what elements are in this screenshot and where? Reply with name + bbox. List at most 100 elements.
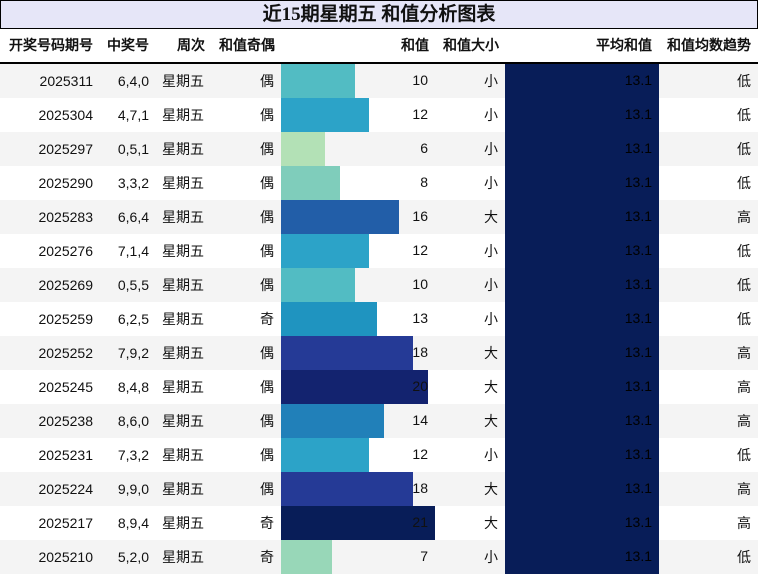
parity-cell: 偶 <box>212 132 281 166</box>
sum-cell: 14 <box>281 404 436 438</box>
size-cell: 小 <box>436 268 505 302</box>
average-cell: 13.1 <box>505 166 659 200</box>
week-cell: 星期五 <box>156 336 212 370</box>
parity-cell: 偶 <box>212 268 281 302</box>
parity-cell: 偶 <box>260 175 274 191</box>
week-cell: 星期五 <box>156 268 212 302</box>
sum-bar <box>281 234 370 268</box>
trend-cell: 低 <box>659 132 758 166</box>
sum-cell: 20 <box>281 370 436 404</box>
average-value: 13.1 <box>624 548 652 564</box>
sum-cell: 18 <box>281 472 436 506</box>
average-value: 13.1 <box>624 72 652 88</box>
table-row: 2025297 0,5,1 星期五 偶 6 小 13.1 低 <box>0 132 758 166</box>
sum-bar <box>281 438 370 472</box>
trend-cell: 低 <box>659 540 758 574</box>
issue-cell: 2025259 <box>38 311 93 327</box>
trend-cell: 低 <box>737 447 751 463</box>
size-cell: 小 <box>484 311 498 327</box>
issue-cell: 2025297 <box>0 132 100 166</box>
week-cell: 星期五 <box>162 447 204 463</box>
sum-bar <box>281 268 355 302</box>
average-cell: 13.1 <box>505 370 659 404</box>
numbers-cell: 7,3,2 <box>117 447 149 463</box>
sum-value: 10 <box>412 72 428 88</box>
sum-cell: 12 <box>281 98 436 132</box>
numbers-cell: 8,9,4 <box>117 515 149 531</box>
issue-cell: 2025304 <box>38 107 93 123</box>
average-value: 13.1 <box>624 378 652 394</box>
sum-bar <box>281 336 414 370</box>
size-cell: 大 <box>484 515 498 531</box>
sum-bar <box>281 64 355 98</box>
size-cell: 小 <box>484 243 498 259</box>
table-row: 2025245 8,4,8 星期五 偶 20 大 13.1 高 <box>0 370 758 404</box>
numbers-cell: 7,1,4 <box>117 243 149 259</box>
trend-cell: 低 <box>737 107 751 123</box>
week-cell: 星期五 <box>162 107 204 123</box>
parity-cell: 偶 <box>212 200 281 234</box>
trend-cell: 低 <box>659 268 758 302</box>
parity-cell: 偶 <box>260 243 274 259</box>
parity-cell: 偶 <box>260 447 274 463</box>
numbers-cell: 6,6,4 <box>100 200 156 234</box>
average-value: 13.1 <box>624 514 652 530</box>
week-cell: 星期五 <box>156 132 212 166</box>
header-parity: 和值奇偶 <box>212 28 281 64</box>
issue-cell: 2025245 <box>38 379 93 395</box>
parity-cell: 偶 <box>212 336 281 370</box>
table-title: 近15期星期五 和值分析图表 <box>0 0 758 29</box>
size-cell: 小 <box>436 540 505 574</box>
sum-bar <box>281 302 377 336</box>
trend-cell: 高 <box>737 379 751 395</box>
table-row: 2025252 7,9,2 星期五 偶 18 大 13.1 高 <box>0 336 758 370</box>
week-cell: 星期五 <box>156 472 212 506</box>
sum-cell: 10 <box>281 63 436 98</box>
average-cell: 13.1 <box>505 336 659 370</box>
average-cell: 13.1 <box>505 268 659 302</box>
table-row: 2025290 3,3,2 星期五 偶 8 小 13.1 低 <box>0 166 758 200</box>
parity-cell: 奇 <box>212 540 281 574</box>
average-cell: 13.1 <box>505 132 659 166</box>
size-cell: 小 <box>484 107 498 123</box>
table-row: 2025276 7,1,4 星期五 偶 12 小 13.1 低 <box>0 234 758 268</box>
header-trend: 和值均数趋势 <box>659 28 758 64</box>
issue-cell: 2025276 <box>38 243 93 259</box>
table-row: 2025231 7,3,2 星期五 偶 12 小 13.1 低 <box>0 438 758 472</box>
parity-cell: 偶 <box>212 472 281 506</box>
issue-cell: 2025269 <box>0 268 100 302</box>
average-cell: 13.1 <box>505 540 659 574</box>
parity-cell: 奇 <box>260 515 274 531</box>
issue-cell: 2025231 <box>38 447 93 463</box>
sum-value: 8 <box>420 174 428 190</box>
size-cell: 小 <box>484 175 498 191</box>
trend-cell: 高 <box>737 515 751 531</box>
week-cell: 星期五 <box>156 540 212 574</box>
sum-value: 21 <box>412 514 428 530</box>
average-cell: 13.1 <box>505 472 659 506</box>
average-value: 13.1 <box>624 446 652 462</box>
table-row: 2025238 8,6,0 星期五 偶 14 大 13.1 高 <box>0 404 758 438</box>
issue-cell: 2025224 <box>0 472 100 506</box>
header-numbers: 中奖号 <box>100 28 156 64</box>
sum-cell: 12 <box>281 438 436 472</box>
sum-value: 13 <box>412 310 428 326</box>
sum-value: 12 <box>412 106 428 122</box>
trend-cell: 低 <box>737 243 751 259</box>
sum-bar <box>281 506 436 540</box>
parity-cell: 偶 <box>212 63 281 98</box>
trend-cell: 低 <box>659 63 758 98</box>
parity-cell: 偶 <box>260 379 274 395</box>
average-value: 13.1 <box>624 208 652 224</box>
week-cell: 星期五 <box>162 379 204 395</box>
issue-cell: 2025210 <box>0 540 100 574</box>
table-row: 2025283 6,6,4 星期五 偶 16 大 13.1 高 <box>0 200 758 234</box>
table-row: 2025217 8,9,4 星期五 奇 21 大 13.1 高 <box>0 506 758 540</box>
sum-cell: 12 <box>281 234 436 268</box>
sum-cell: 13 <box>281 302 436 336</box>
numbers-cell: 6,4,0 <box>100 63 156 98</box>
table-row: 2025269 0,5,5 星期五 偶 10 小 13.1 低 <box>0 268 758 302</box>
numbers-cell: 6,2,5 <box>117 311 149 327</box>
average-cell: 13.1 <box>505 404 659 438</box>
sum-value: 12 <box>412 446 428 462</box>
